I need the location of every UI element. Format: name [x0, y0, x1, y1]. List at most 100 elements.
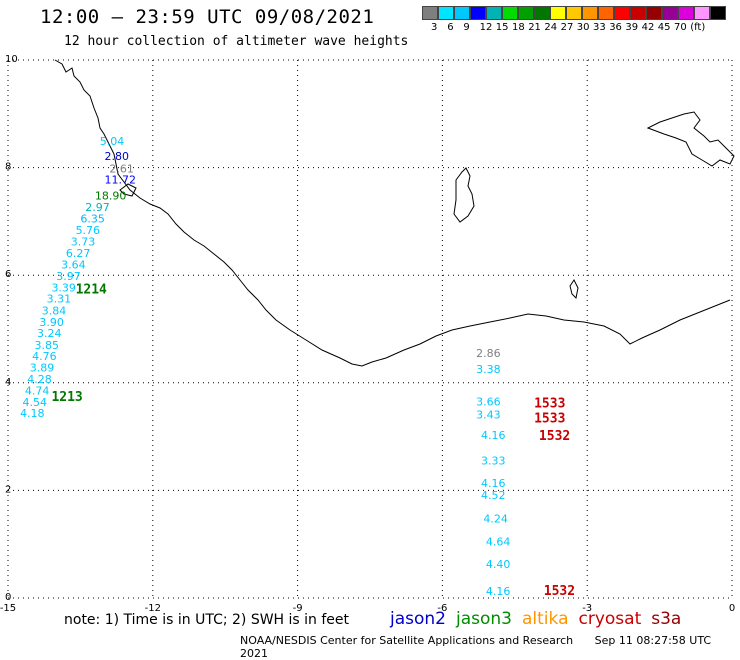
scale-label: 70 — [674, 22, 687, 33]
y-tick-label: 2 — [5, 484, 11, 495]
scale-label: 15 — [495, 22, 509, 33]
scale-label: 3 — [431, 22, 438, 33]
x-tick-label: 0 — [729, 603, 735, 614]
scale-swatch — [438, 6, 454, 20]
wave-height-label: 4.18 — [20, 407, 45, 420]
wave-height-label: 3.43 — [476, 408, 501, 421]
wave-height-label: 3.24 — [37, 327, 62, 340]
northeast-coast — [646, 111, 735, 167]
wave-height-label: 6.27 — [66, 247, 91, 260]
scale-swatch — [646, 6, 662, 20]
scale-label: 39 — [625, 22, 639, 33]
y-tick-label: 0 — [5, 592, 11, 603]
scale-label: 45 — [657, 22, 671, 33]
lake — [119, 183, 137, 197]
scale-label: 42 — [641, 22, 655, 33]
scale-swatch — [694, 6, 710, 20]
y-tick-label: 4 — [5, 377, 11, 388]
scale-label: (ft) — [690, 22, 706, 33]
x-tick-label: -9 — [293, 603, 303, 614]
pass-time-label: 1532 — [544, 584, 575, 599]
wave-height-label: 3.89 — [30, 362, 55, 375]
scale-swatch — [470, 6, 486, 20]
wave-height-label: 3.64 — [61, 259, 86, 272]
wave-height-label: 4.16 — [481, 429, 506, 442]
scale-swatch — [582, 6, 598, 20]
wave-height-label: 6.35 — [80, 212, 105, 225]
wave-height-label: 18.90 — [95, 189, 127, 202]
scale-swatch — [454, 6, 470, 20]
wave-height-label: 4.74 — [25, 385, 50, 398]
legend-item-jason3: jason3 — [456, 609, 512, 629]
wave-height-label: 2.80 — [105, 150, 129, 163]
pass-time-label: 1533 — [534, 397, 565, 412]
x-tick-label: -15 — [0, 603, 16, 614]
wave-height-label: 2.86 — [476, 347, 501, 360]
scale-swatch — [550, 6, 566, 20]
wave-height-label: 4.24 — [483, 513, 508, 526]
pass-time-label: 1532 — [539, 429, 570, 444]
coastline — [54, 59, 735, 367]
wave-height-label: 3.90 — [39, 316, 64, 329]
wave-height-label: 4.52 — [481, 489, 506, 502]
y-tick-label: 8 — [5, 162, 11, 173]
wave-height-label: 11.72 — [105, 174, 136, 187]
scale-label: 24 — [544, 22, 558, 33]
color-scale-labels: 3 6 9 12 15 18 21 24 27 30 33 36 39 42 45 70 (ft) — [428, 22, 740, 36]
wave-height-label: 4.16 — [481, 477, 506, 490]
scale-label: 33 — [593, 22, 606, 33]
wave-height-label: 4.40 — [486, 558, 511, 571]
island-small — [569, 279, 579, 300]
wave-height-label: 3.66 — [476, 395, 501, 408]
pass-time-label: 1213 — [51, 390, 82, 405]
axis-ticks: -15 -12 -9 -6 -3 0 0 2 4 6 8 10 — [0, 54, 735, 614]
wave-height-label: 3.84 — [42, 304, 67, 317]
x-tick-label: -6 — [437, 603, 447, 614]
scale-swatch — [630, 6, 646, 20]
x-tick-label: -12 — [145, 603, 161, 614]
wave-height-label: 4.16 — [486, 585, 511, 598]
scale-swatch — [678, 6, 694, 20]
pass-time-label: 1533 — [534, 412, 565, 427]
pass-time-label: 1214 — [76, 282, 107, 297]
scale-swatch — [566, 6, 582, 20]
wave-height-label: 4.54 — [22, 396, 47, 409]
legend-item-jason2: jason2 — [390, 609, 446, 629]
wave-height-label: 5.76 — [76, 224, 101, 237]
island-outline — [453, 167, 475, 223]
footer-note: note: 1) Time is in UTC; 2) SWH is in fe… — [64, 612, 350, 628]
credit-text: NOAA/NESDIS Center for Satellite Applica… — [240, 634, 574, 647]
scale-swatch — [614, 6, 630, 20]
scale-label: 18 — [512, 22, 525, 33]
wave-height-label: 2.61 — [109, 162, 134, 175]
y-tick-label: 10 — [5, 54, 18, 65]
scale-swatch — [534, 6, 550, 20]
scale-swatch — [662, 6, 678, 20]
wave-height-label: 3.97 — [56, 270, 80, 283]
wave-height-label: 3.33 — [481, 455, 506, 468]
legend-item-altika: altika — [522, 609, 569, 629]
scale-label: 21 — [528, 22, 541, 33]
page-subtitle: 12 hour collection of altimeter wave hei… — [64, 34, 409, 49]
scale-swatch — [518, 6, 534, 20]
scale-label: 9 — [463, 22, 470, 33]
page-title: 12:00 – 23:59 UTC 09/08/2021 — [40, 6, 375, 28]
scale-label: 36 — [609, 22, 622, 33]
scale-label: 12 — [479, 22, 493, 33]
wave-height-label: 4.28 — [27, 373, 52, 386]
wave-height-label: 5.04 — [100, 135, 125, 148]
scale-label: 27 — [560, 22, 574, 33]
map-grid — [7, 59, 733, 599]
wave-height-label: 2.97 — [85, 201, 110, 214]
scale-label: 30 — [576, 22, 590, 33]
credit-line: NOAA/NESDIS Center for Satellite Applica… — [240, 634, 740, 660]
wave-height-label: 3.31 — [47, 293, 72, 306]
scale-swatch — [422, 6, 438, 20]
scale-swatch — [598, 6, 614, 20]
wave-height-label: 3.85 — [35, 339, 60, 352]
scale-swatch — [502, 6, 518, 20]
scale-swatch — [486, 6, 502, 20]
y-tick-label: 6 — [5, 269, 11, 280]
